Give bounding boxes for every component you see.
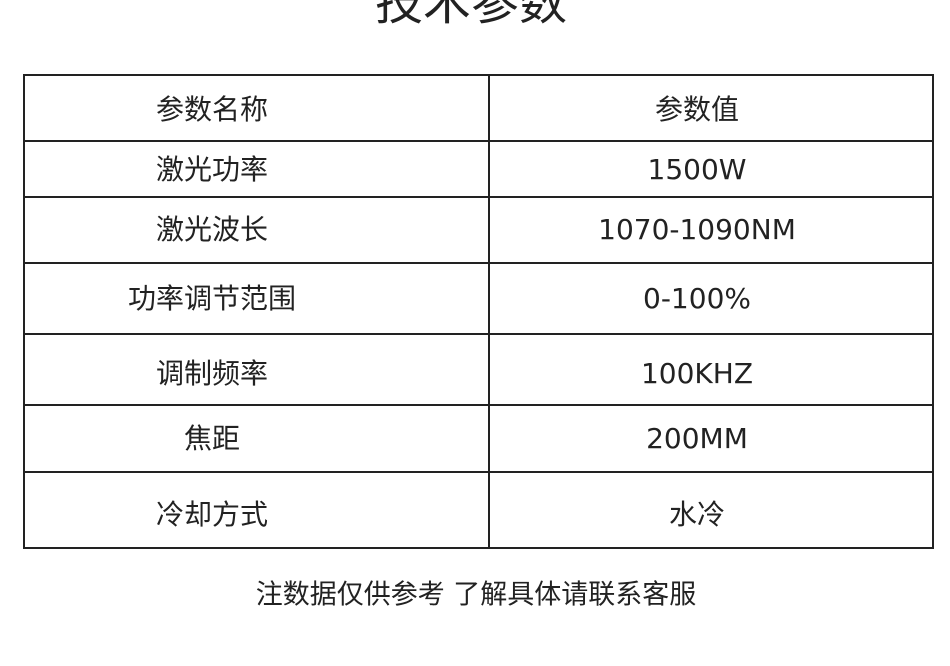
footnote: 注数据仅供参考 了解具体请联系客服 (256, 580, 697, 611)
param-name: 焦距 (184, 422, 240, 455)
param-name: 激光波长 (156, 213, 268, 246)
param-value: 1070-1090NM (598, 213, 796, 246)
header-cell: 参数值 (655, 93, 739, 126)
page-title: 技术参数 (375, 0, 567, 31)
param-name: 功率调节范围 (128, 282, 296, 315)
param-value: 200MM (646, 422, 748, 455)
header-cell: 参数名称 (156, 93, 268, 126)
param-value: 水冷 (669, 498, 725, 531)
param-name: 激光功率 (156, 153, 268, 186)
table-border (23, 74, 934, 549)
param-value: 100KHZ (641, 357, 753, 390)
param-name: 调制频率 (156, 357, 268, 390)
param-name: 冷却方式 (156, 498, 268, 531)
param-value: 0-100% (643, 282, 751, 315)
param-value: 1500W (648, 153, 747, 186)
